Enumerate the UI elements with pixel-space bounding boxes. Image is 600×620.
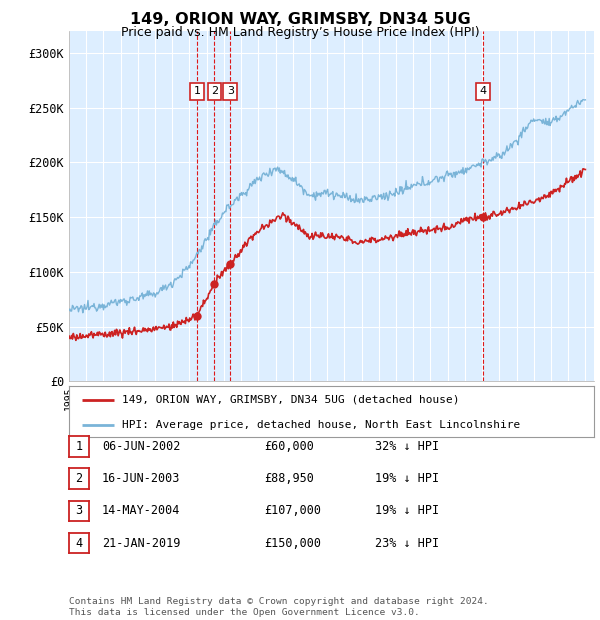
Text: Contains HM Land Registry data © Crown copyright and database right 2024.
This d: Contains HM Land Registry data © Crown c…	[69, 598, 489, 617]
Text: 19% ↓ HPI: 19% ↓ HPI	[375, 472, 439, 485]
Text: £60,000: £60,000	[264, 440, 314, 453]
Text: £88,950: £88,950	[264, 472, 314, 485]
Text: 14-MAY-2004: 14-MAY-2004	[102, 505, 181, 517]
Text: 06-JUN-2002: 06-JUN-2002	[102, 440, 181, 453]
Text: 19% ↓ HPI: 19% ↓ HPI	[375, 505, 439, 517]
Text: 32% ↓ HPI: 32% ↓ HPI	[375, 440, 439, 453]
Text: 2: 2	[211, 86, 218, 96]
Text: £150,000: £150,000	[264, 537, 321, 549]
Text: 149, ORION WAY, GRIMSBY, DN34 5UG (detached house): 149, ORION WAY, GRIMSBY, DN34 5UG (detac…	[121, 395, 459, 405]
Text: Price paid vs. HM Land Registry’s House Price Index (HPI): Price paid vs. HM Land Registry’s House …	[121, 26, 479, 39]
Text: 3: 3	[76, 505, 82, 517]
Text: 23% ↓ HPI: 23% ↓ HPI	[375, 537, 439, 549]
Text: 4: 4	[76, 537, 82, 549]
Text: 4: 4	[479, 86, 487, 96]
Text: 21-JAN-2019: 21-JAN-2019	[102, 537, 181, 549]
Text: 149, ORION WAY, GRIMSBY, DN34 5UG: 149, ORION WAY, GRIMSBY, DN34 5UG	[130, 12, 470, 27]
Text: 16-JUN-2003: 16-JUN-2003	[102, 472, 181, 485]
Text: 2: 2	[76, 472, 82, 485]
Text: 3: 3	[227, 86, 234, 96]
Text: 1: 1	[76, 440, 82, 453]
Text: HPI: Average price, detached house, North East Lincolnshire: HPI: Average price, detached house, Nort…	[121, 420, 520, 430]
Text: 1: 1	[194, 86, 200, 96]
Text: £107,000: £107,000	[264, 505, 321, 517]
